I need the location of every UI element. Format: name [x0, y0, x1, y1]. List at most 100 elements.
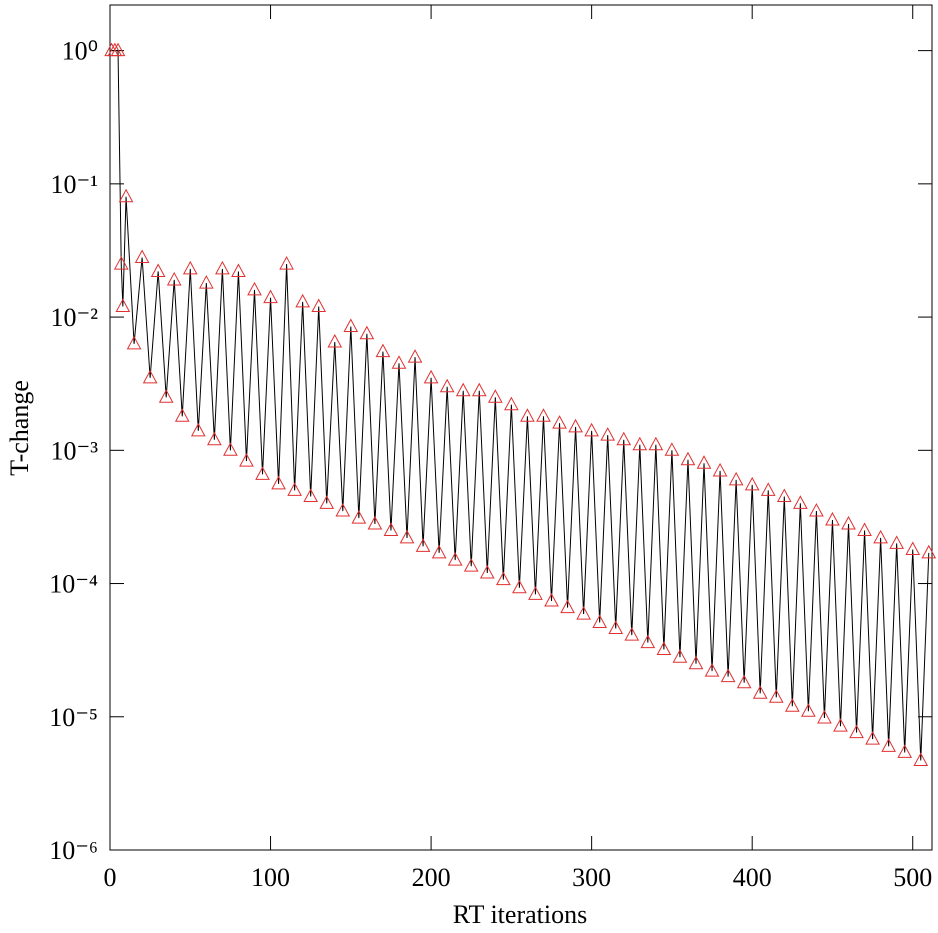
- plot-frame: [109, 4, 933, 851]
- marker: [744, 476, 760, 491]
- marker: [752, 685, 768, 699]
- marker: [528, 586, 543, 600]
- marker: [576, 606, 591, 620]
- marker: [335, 503, 351, 517]
- marker: [447, 552, 463, 566]
- marker: [776, 488, 792, 503]
- marker: [720, 668, 736, 683]
- marker: [303, 488, 319, 503]
- marker: [784, 698, 800, 712]
- marker: [889, 535, 905, 549]
- marker: [640, 634, 656, 649]
- marker: [190, 422, 206, 437]
- marker: [263, 289, 278, 304]
- marker: [656, 641, 672, 655]
- marker: [624, 627, 640, 641]
- marker: [913, 752, 929, 766]
- marker: [407, 349, 423, 363]
- marker: [439, 378, 455, 393]
- marker: [391, 355, 407, 369]
- marker: [375, 343, 391, 358]
- marker: [696, 455, 712, 469]
- marker: [295, 293, 310, 308]
- marker: [680, 451, 696, 466]
- marker: [801, 703, 816, 717]
- marker: [343, 318, 359, 332]
- x-tick-label: 500: [893, 863, 932, 892]
- marker: [271, 475, 286, 490]
- marker: [223, 442, 238, 456]
- marker: [921, 544, 937, 559]
- marker: [584, 422, 599, 437]
- marker: [327, 333, 343, 348]
- marker: [383, 522, 399, 537]
- marker: [536, 408, 551, 422]
- marker: [279, 256, 294, 270]
- marker: [150, 263, 166, 277]
- marker: [728, 471, 744, 486]
- marker: [552, 415, 567, 429]
- marker: [471, 382, 487, 397]
- marker: [592, 614, 608, 629]
- marker: [455, 382, 471, 397]
- marker: [174, 408, 190, 422]
- marker: [115, 298, 131, 313]
- marker: [833, 718, 848, 732]
- marker: [415, 538, 431, 552]
- marker: [118, 188, 134, 203]
- marker: [463, 558, 479, 572]
- marker: [568, 418, 583, 433]
- marker: [113, 256, 129, 270]
- marker: [600, 427, 616, 441]
- marker: [142, 369, 158, 384]
- marker: [857, 522, 872, 537]
- marker: [239, 453, 254, 467]
- marker: [873, 529, 888, 544]
- marker: [704, 663, 720, 677]
- marker: [897, 744, 913, 758]
- y-tick-label: 10⁻⁶: [49, 836, 98, 865]
- x-tick-label: 200: [412, 863, 451, 892]
- x-axis-label: RT iterations: [453, 900, 587, 929]
- marker: [793, 495, 808, 509]
- marker: [905, 541, 921, 556]
- marker: [487, 389, 503, 403]
- x-tick-label: 100: [251, 863, 290, 892]
- y-tick-label: 10⁻²: [50, 303, 98, 332]
- marker: [560, 599, 575, 614]
- marker: [158, 389, 174, 403]
- x-tick-label: 300: [572, 863, 611, 892]
- marker: [608, 620, 624, 634]
- marker: [255, 466, 270, 480]
- marker: [512, 579, 527, 594]
- marker: [768, 689, 784, 703]
- marker: [215, 260, 230, 275]
- marker: [423, 369, 439, 384]
- marker: [648, 436, 664, 451]
- marker: [712, 462, 728, 477]
- marker: [688, 655, 704, 670]
- marker: [809, 503, 824, 517]
- marker: [231, 263, 246, 277]
- marker: [431, 544, 447, 559]
- y-tick-label: 10⁻³: [50, 436, 98, 465]
- marker: [736, 674, 752, 689]
- y-tick-label: 10⁰: [62, 37, 98, 66]
- marker: [287, 482, 302, 496]
- y-tick-label: 10⁻¹: [50, 170, 98, 199]
- marker: [367, 515, 383, 530]
- marker: [544, 592, 559, 607]
- marker: [760, 482, 776, 496]
- marker: [311, 298, 327, 313]
- y-axis-label: T-change: [5, 380, 34, 476]
- x-tick-label: 0: [104, 863, 117, 892]
- marker: [134, 249, 150, 264]
- marker: [351, 510, 367, 524]
- marker: [616, 431, 632, 446]
- y-tick-label: 10⁻⁵: [49, 703, 98, 732]
- marker: [207, 431, 222, 446]
- marker: [664, 442, 680, 456]
- marker: [881, 738, 896, 752]
- marker: [126, 335, 142, 350]
